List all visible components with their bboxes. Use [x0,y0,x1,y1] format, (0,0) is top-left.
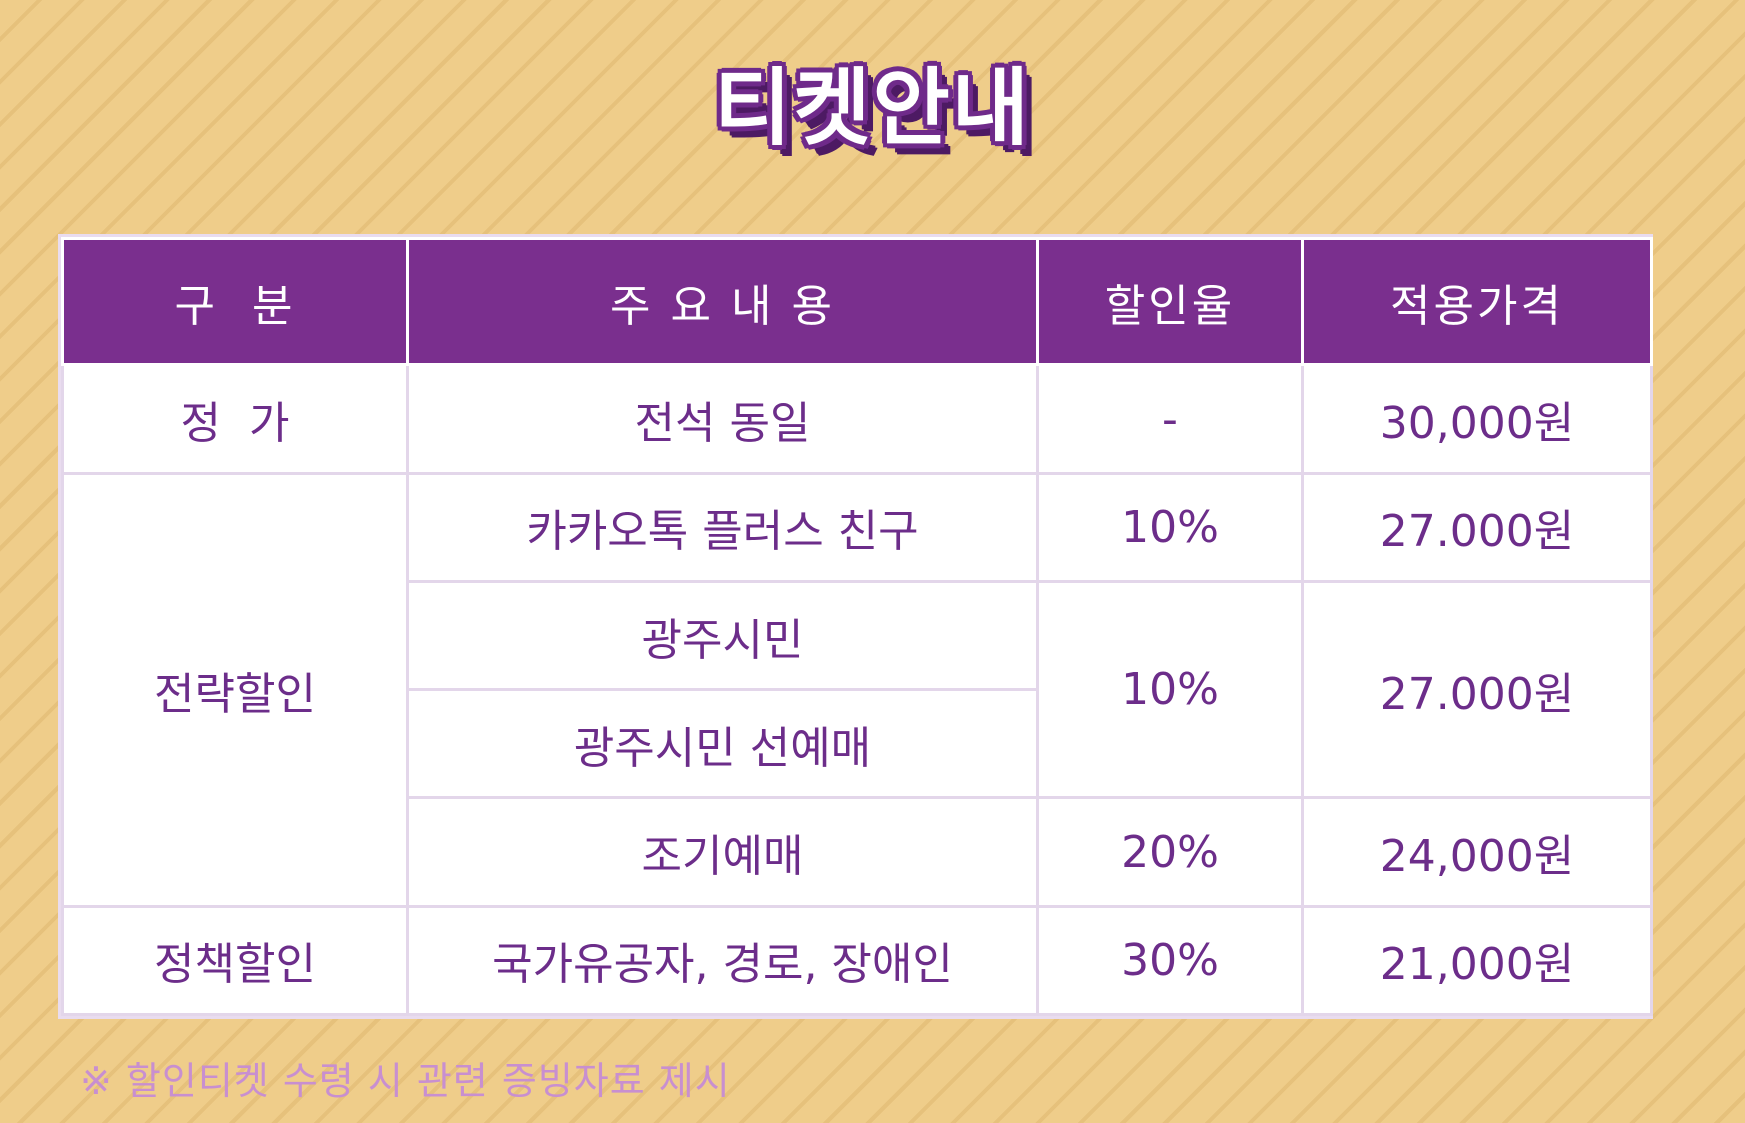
header-content: 주 요 내 용 [406,236,1039,367]
header-category: 구 분 [61,236,409,367]
rate-cell: 10% [1036,471,1304,583]
price-cell: 21,000원 [1301,904,1653,1017]
page-title: 티켓안내 [713,59,1032,157]
content-cell: 광주시민 선예매 [406,688,1039,800]
table-row: 정 가 전석 동일 - 30,000원 [61,363,1653,475]
content-cell: 조기예매 [406,796,1039,908]
content-cell: 국가유공자, 경로, 장애인 [406,904,1039,1017]
table-row: 광주시민 10% 27.000원 [63,579,1653,800]
content-cell: 광주시민 [406,579,1039,692]
price-cell: 27.000원 [1301,471,1653,583]
category-cell: 전략할인 [61,471,409,908]
ticket-table: 구 분 주 요 내 용 할인율 적용가격 정 가 전석 동일 - 30,000원… [61,236,1653,1017]
rate-cell: 30% [1036,904,1304,1017]
price-cell: 24,000원 [1301,796,1653,908]
rate-cell: - [1036,363,1304,475]
content-cell: 카카오톡 플러스 친구 [406,471,1039,583]
table-header-row: 구 분 주 요 내 용 할인율 적용가격 [61,236,1653,367]
table-row: 조기예매 20% 24,000원 [63,796,1653,908]
table-row: 전략할인 카카오톡 플러스 친구 10% 27.000원 [61,471,1653,908]
header-price: 적용가격 [1301,236,1653,367]
title-area: 티켓안내 [0,58,1745,159]
content-cell: 전석 동일 [406,363,1039,475]
rate-cell: 20% [1036,796,1304,908]
footnote: ※ 할인티켓 수령 시 관련 증빙자료 제시 [80,1059,731,1103]
header-rate: 할인율 [1036,236,1304,367]
table-row: 정책할인 국가유공자, 경로, 장애인 30% 21,000원 [61,904,1653,1017]
price-cell: 30,000원 [1301,363,1653,475]
category-cell: 정책할인 [61,904,409,1017]
ticket-table-container: 구 분 주 요 내 용 할인율 적용가격 정 가 전석 동일 - 30,000원… [58,234,1653,1019]
price-cell: 27.000원 [1301,579,1653,800]
table-row: 광주시민 선예매 [63,688,1652,800]
rate-cell: 10% [1036,579,1304,800]
category-cell: 정 가 [61,363,409,475]
